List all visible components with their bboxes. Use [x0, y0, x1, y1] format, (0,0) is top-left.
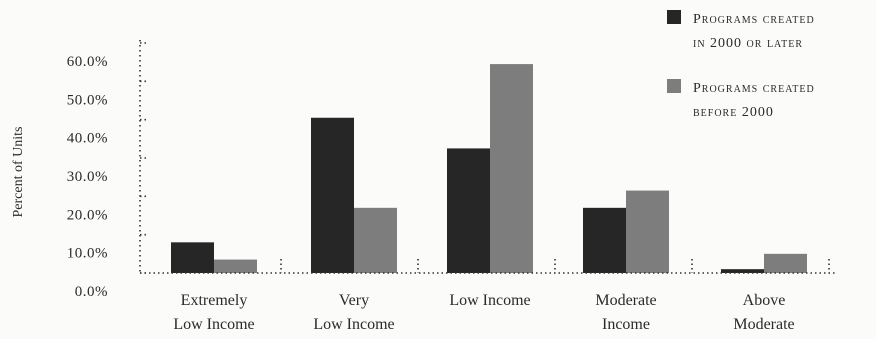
- legend-label: Programs created in 2000 or later: [693, 12, 815, 51]
- legend-label: Programs created before 2000: [693, 81, 815, 120]
- y-tick-label: 30.0%: [67, 169, 108, 185]
- category-label: Above Moderate: [733, 292, 794, 333]
- y-axis-label: Percent of Units: [11, 127, 26, 218]
- bar-2-series-0: [447, 148, 490, 273]
- bar-4-series-0: [721, 269, 764, 273]
- bar-2-series-1: [490, 64, 533, 273]
- y-tick-label: 10.0%: [67, 246, 108, 262]
- legend-swatch: [667, 10, 681, 24]
- legend-swatch: [667, 79, 681, 93]
- y-tick-label: 60.0%: [67, 54, 108, 70]
- category-labels: Extremely Low Income Very Low Income Low Inc…: [173, 292, 794, 333]
- bar-0-series-0: [171, 242, 214, 273]
- y-tick-labels: 0.0% 10.0% 20.0% 30.0% 40.0% 50.0% 60.0%: [67, 54, 108, 300]
- y-tick-label: 50.0%: [67, 92, 108, 108]
- bars: [171, 64, 807, 273]
- category-label: Moderate Income: [595, 292, 656, 333]
- y-tick-label: 0.0%: [75, 284, 108, 300]
- y-axis: [139, 40, 147, 274]
- y-tick-label: 20.0%: [67, 207, 108, 223]
- bar-4-series-1: [764, 253, 807, 273]
- bar-3-series-1: [626, 190, 669, 273]
- bar-1-series-0: [311, 117, 354, 273]
- bar-3-series-0: [583, 207, 626, 273]
- legend: Programs created in 2000 or later Programs…: [667, 10, 815, 120]
- category-label: Low Income: [449, 292, 530, 309]
- category-label: Extremely Low Income: [173, 292, 254, 333]
- x-axis-baseline: [140, 259, 836, 274]
- bar-1-series-1: [354, 207, 397, 273]
- category-label: Very Low Income: [313, 292, 394, 333]
- bar-0-series-1: [214, 259, 257, 273]
- y-tick-label: 40.0%: [67, 131, 108, 147]
